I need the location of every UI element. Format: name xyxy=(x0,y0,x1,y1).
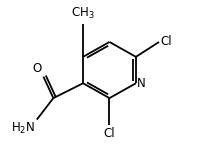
Text: Cl: Cl xyxy=(104,127,115,140)
Text: O: O xyxy=(33,62,42,75)
Text: H$_2$N: H$_2$N xyxy=(11,121,35,136)
Text: Cl: Cl xyxy=(161,36,172,48)
Text: N: N xyxy=(137,77,146,90)
Text: CH$_3$: CH$_3$ xyxy=(71,6,95,21)
